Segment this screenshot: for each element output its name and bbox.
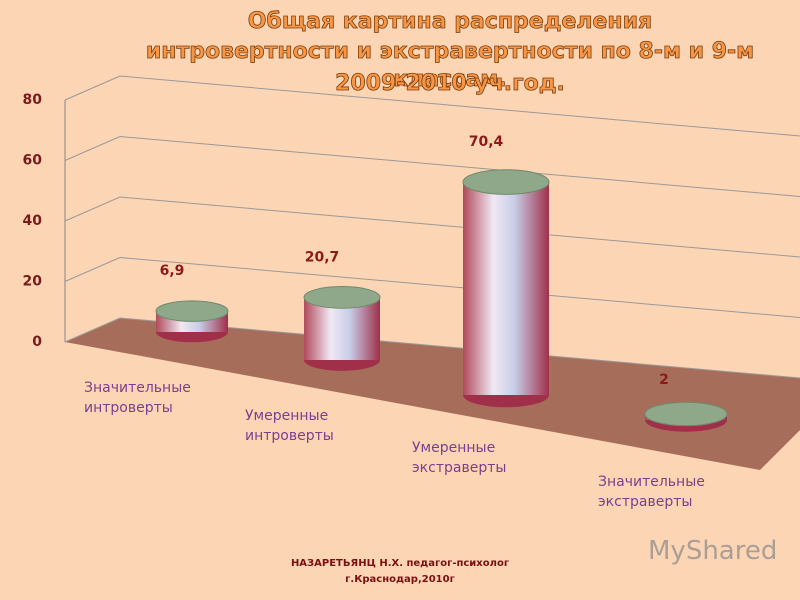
value-label: 6,9 xyxy=(160,263,185,279)
grid-line xyxy=(119,196,800,258)
grid-line xyxy=(64,75,121,101)
grid-line xyxy=(119,317,800,379)
grid-line xyxy=(119,136,800,197)
bar-top xyxy=(644,401,728,427)
value-label: 2 xyxy=(659,372,669,388)
footer: г.Краснодар,2010г xyxy=(345,574,455,585)
chart-title: 2009-2010 уч.год. xyxy=(335,71,566,97)
y-tick-label: 80 xyxy=(23,92,43,108)
bar xyxy=(463,182,549,395)
chart-title: Общая картина распределения xyxy=(247,9,653,35)
y-tick-label: 60 xyxy=(23,153,43,169)
grid-line xyxy=(64,136,121,161)
footer: НАЗАРЕТЬЯНЦ Н.Х. педагог-психолог xyxy=(290,558,510,569)
watermark: MyShared xyxy=(648,536,778,566)
x-tick-label: Умеренные экстраверты xyxy=(412,440,507,476)
grid-line xyxy=(119,257,800,318)
y-tick-label: 40 xyxy=(23,213,43,229)
bar-top xyxy=(462,169,550,195)
bar-top xyxy=(303,286,381,309)
x-tick-label: Значительные экстраверты xyxy=(598,474,705,510)
y-tick-label: 0 xyxy=(32,334,42,350)
grid-line xyxy=(64,196,121,222)
y-tick-label: 20 xyxy=(23,274,43,290)
grid-line xyxy=(64,257,121,282)
x-tick-label: Значительные интроверты xyxy=(84,380,191,416)
chart-title: интровертности и экстравертности по 8-м … xyxy=(145,39,755,93)
x-tick-label: Умеренные интроверты xyxy=(245,408,334,444)
value-label: 20,7 xyxy=(305,249,340,265)
grid-line xyxy=(119,75,800,137)
bar-top xyxy=(155,300,229,322)
grid-line xyxy=(64,317,121,343)
floor xyxy=(65,318,800,470)
value-label: 70,4 xyxy=(469,134,504,150)
